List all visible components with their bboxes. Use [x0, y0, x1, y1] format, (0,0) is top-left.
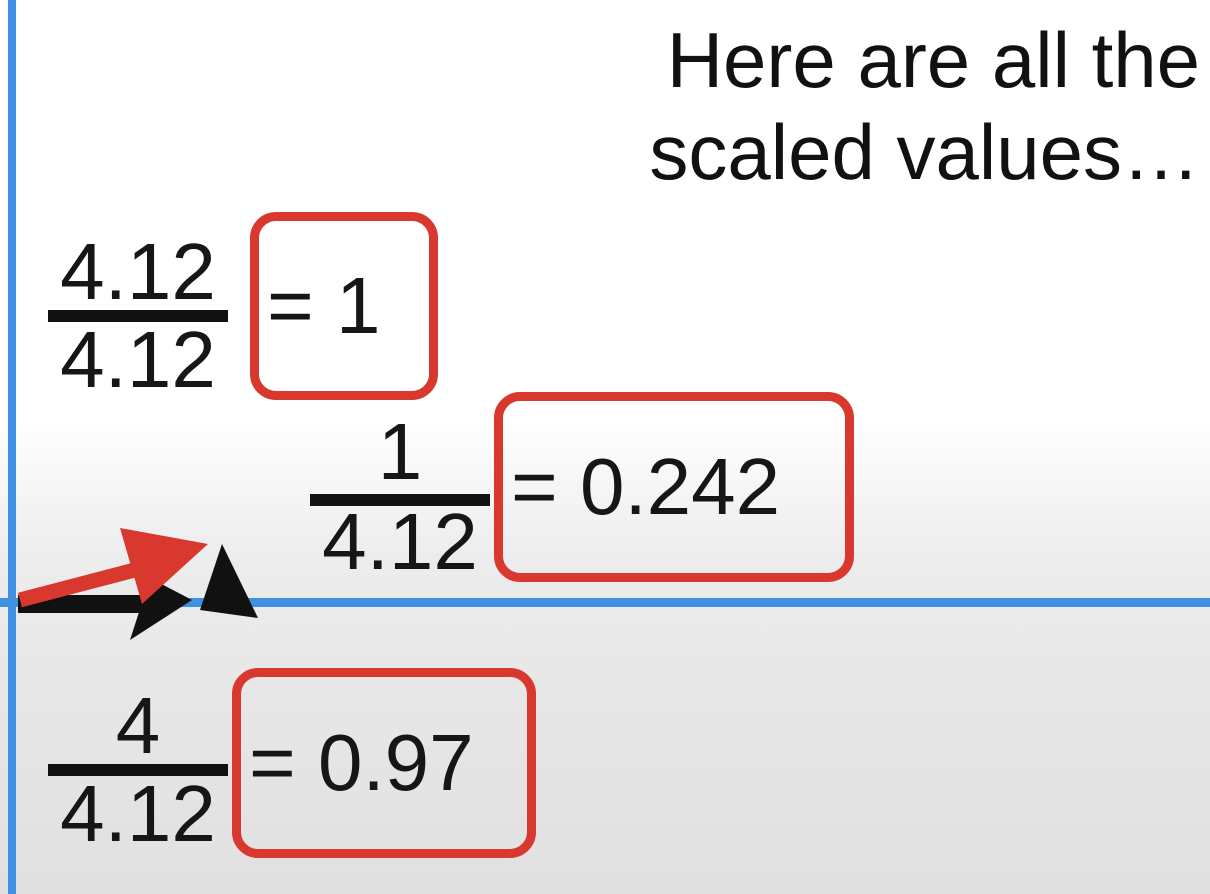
- fraction-2-denominator: 4.12: [322, 497, 478, 586]
- result-3-value: = 0.97: [249, 718, 474, 807]
- result-1-value: = 1: [267, 261, 381, 350]
- fraction-3: 4 4.12: [48, 686, 228, 854]
- vertical-axis-line: [8, 0, 16, 894]
- result-box-2: = 0.242: [494, 392, 854, 582]
- heading-line-2: scaled values…: [649, 108, 1200, 196]
- fraction-3-denominator: 4.12: [60, 769, 216, 858]
- fraction-2-numerator: 1: [377, 407, 423, 496]
- fraction-2-bar: [310, 494, 490, 506]
- fraction-2: 1 4.12: [310, 412, 490, 582]
- fraction-3-bar: [48, 764, 228, 776]
- fraction-1: 4.12 4.12: [48, 232, 228, 400]
- fraction-1-denominator: 4.12: [60, 315, 216, 404]
- fraction-1-bar: [48, 310, 228, 322]
- fraction-3-numerator: 4: [115, 681, 161, 770]
- result-box-3: = 0.97: [232, 668, 536, 858]
- heading-line-1: Here are all the: [666, 16, 1200, 104]
- horizontal-axis-line: [0, 598, 1210, 607]
- vector-arrows: [18, 528, 258, 640]
- result-2-value: = 0.242: [511, 442, 781, 531]
- red-arrow-icon: [18, 528, 208, 608]
- fraction-1-numerator: 4.12: [60, 227, 216, 316]
- heading-text: Here are all the scaled values…: [540, 14, 1200, 198]
- result-box-1: = 1: [250, 212, 438, 400]
